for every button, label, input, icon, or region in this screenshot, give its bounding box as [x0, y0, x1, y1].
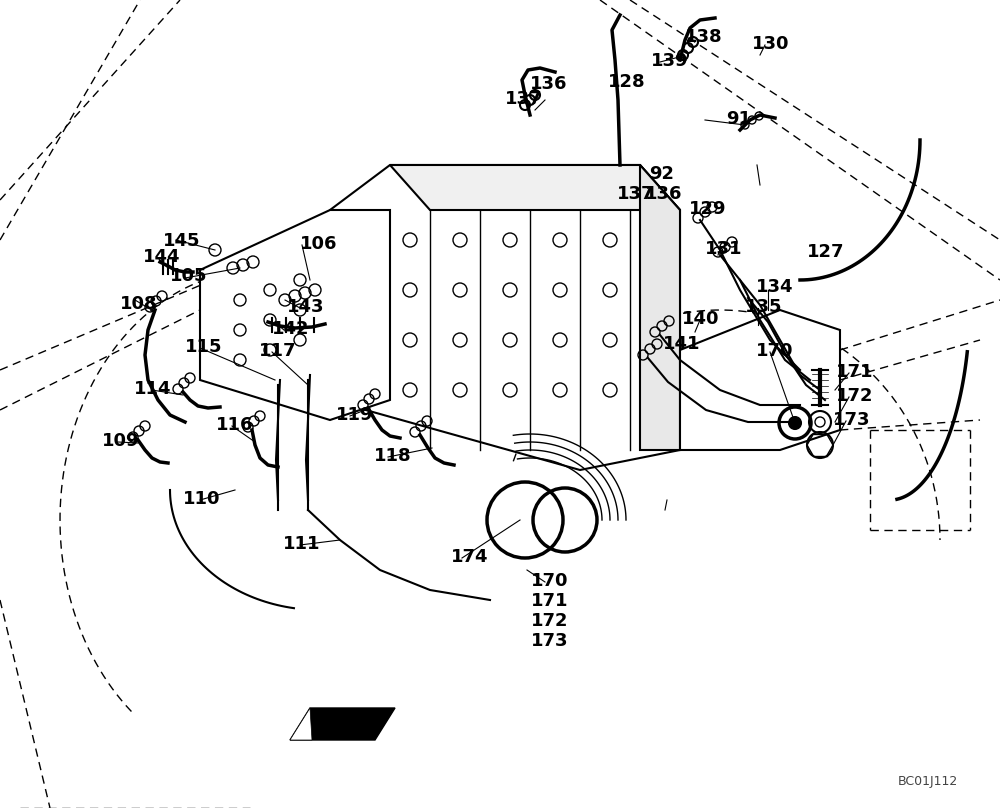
Text: 127: 127 [807, 243, 844, 261]
Text: 173: 173 [833, 411, 870, 429]
Text: 117: 117 [259, 342, 296, 360]
Text: 144: 144 [143, 248, 180, 266]
Text: 114: 114 [134, 380, 172, 398]
Text: 108: 108 [120, 295, 158, 313]
Text: 171: 171 [836, 363, 874, 381]
Text: 138: 138 [685, 28, 723, 46]
Text: 110: 110 [183, 490, 220, 508]
Text: 170: 170 [531, 572, 568, 590]
Text: BC01J112: BC01J112 [898, 775, 958, 788]
Text: 129: 129 [689, 200, 726, 218]
Text: 145: 145 [163, 232, 200, 250]
Polygon shape [290, 708, 312, 740]
Text: 119: 119 [336, 406, 374, 424]
Text: 115: 115 [185, 338, 222, 356]
Text: 135: 135 [745, 298, 782, 316]
Text: 137: 137 [505, 90, 542, 108]
Text: 134: 134 [756, 278, 794, 296]
Text: 139: 139 [651, 52, 688, 70]
Text: 143: 143 [287, 298, 324, 316]
Polygon shape [200, 210, 390, 420]
Text: 171: 171 [531, 592, 568, 610]
Text: 140: 140 [682, 310, 720, 328]
Text: 91: 91 [726, 110, 751, 128]
Text: 128: 128 [608, 73, 646, 91]
Circle shape [789, 417, 801, 429]
Polygon shape [390, 165, 680, 210]
Text: 131: 131 [705, 240, 742, 258]
Text: 106: 106 [300, 235, 338, 253]
Polygon shape [290, 708, 395, 740]
Text: 172: 172 [531, 612, 568, 630]
Text: 118: 118 [374, 447, 412, 465]
Text: 130: 130 [752, 35, 790, 53]
Text: 170: 170 [756, 342, 794, 360]
Text: 136: 136 [645, 185, 682, 203]
Text: 174: 174 [451, 548, 488, 566]
Polygon shape [680, 310, 840, 450]
Text: 173: 173 [531, 632, 568, 650]
Text: 105: 105 [170, 267, 208, 285]
Text: 116: 116 [216, 416, 254, 434]
Text: 137: 137 [617, 185, 654, 203]
Text: 141: 141 [663, 335, 700, 353]
Polygon shape [310, 165, 680, 470]
Text: 136: 136 [530, 75, 568, 93]
Text: 142: 142 [272, 320, 310, 338]
Text: 92: 92 [649, 165, 674, 183]
Text: 109: 109 [102, 432, 140, 450]
Polygon shape [640, 165, 680, 450]
Text: 172: 172 [836, 387, 874, 405]
Text: 111: 111 [283, 535, 320, 553]
